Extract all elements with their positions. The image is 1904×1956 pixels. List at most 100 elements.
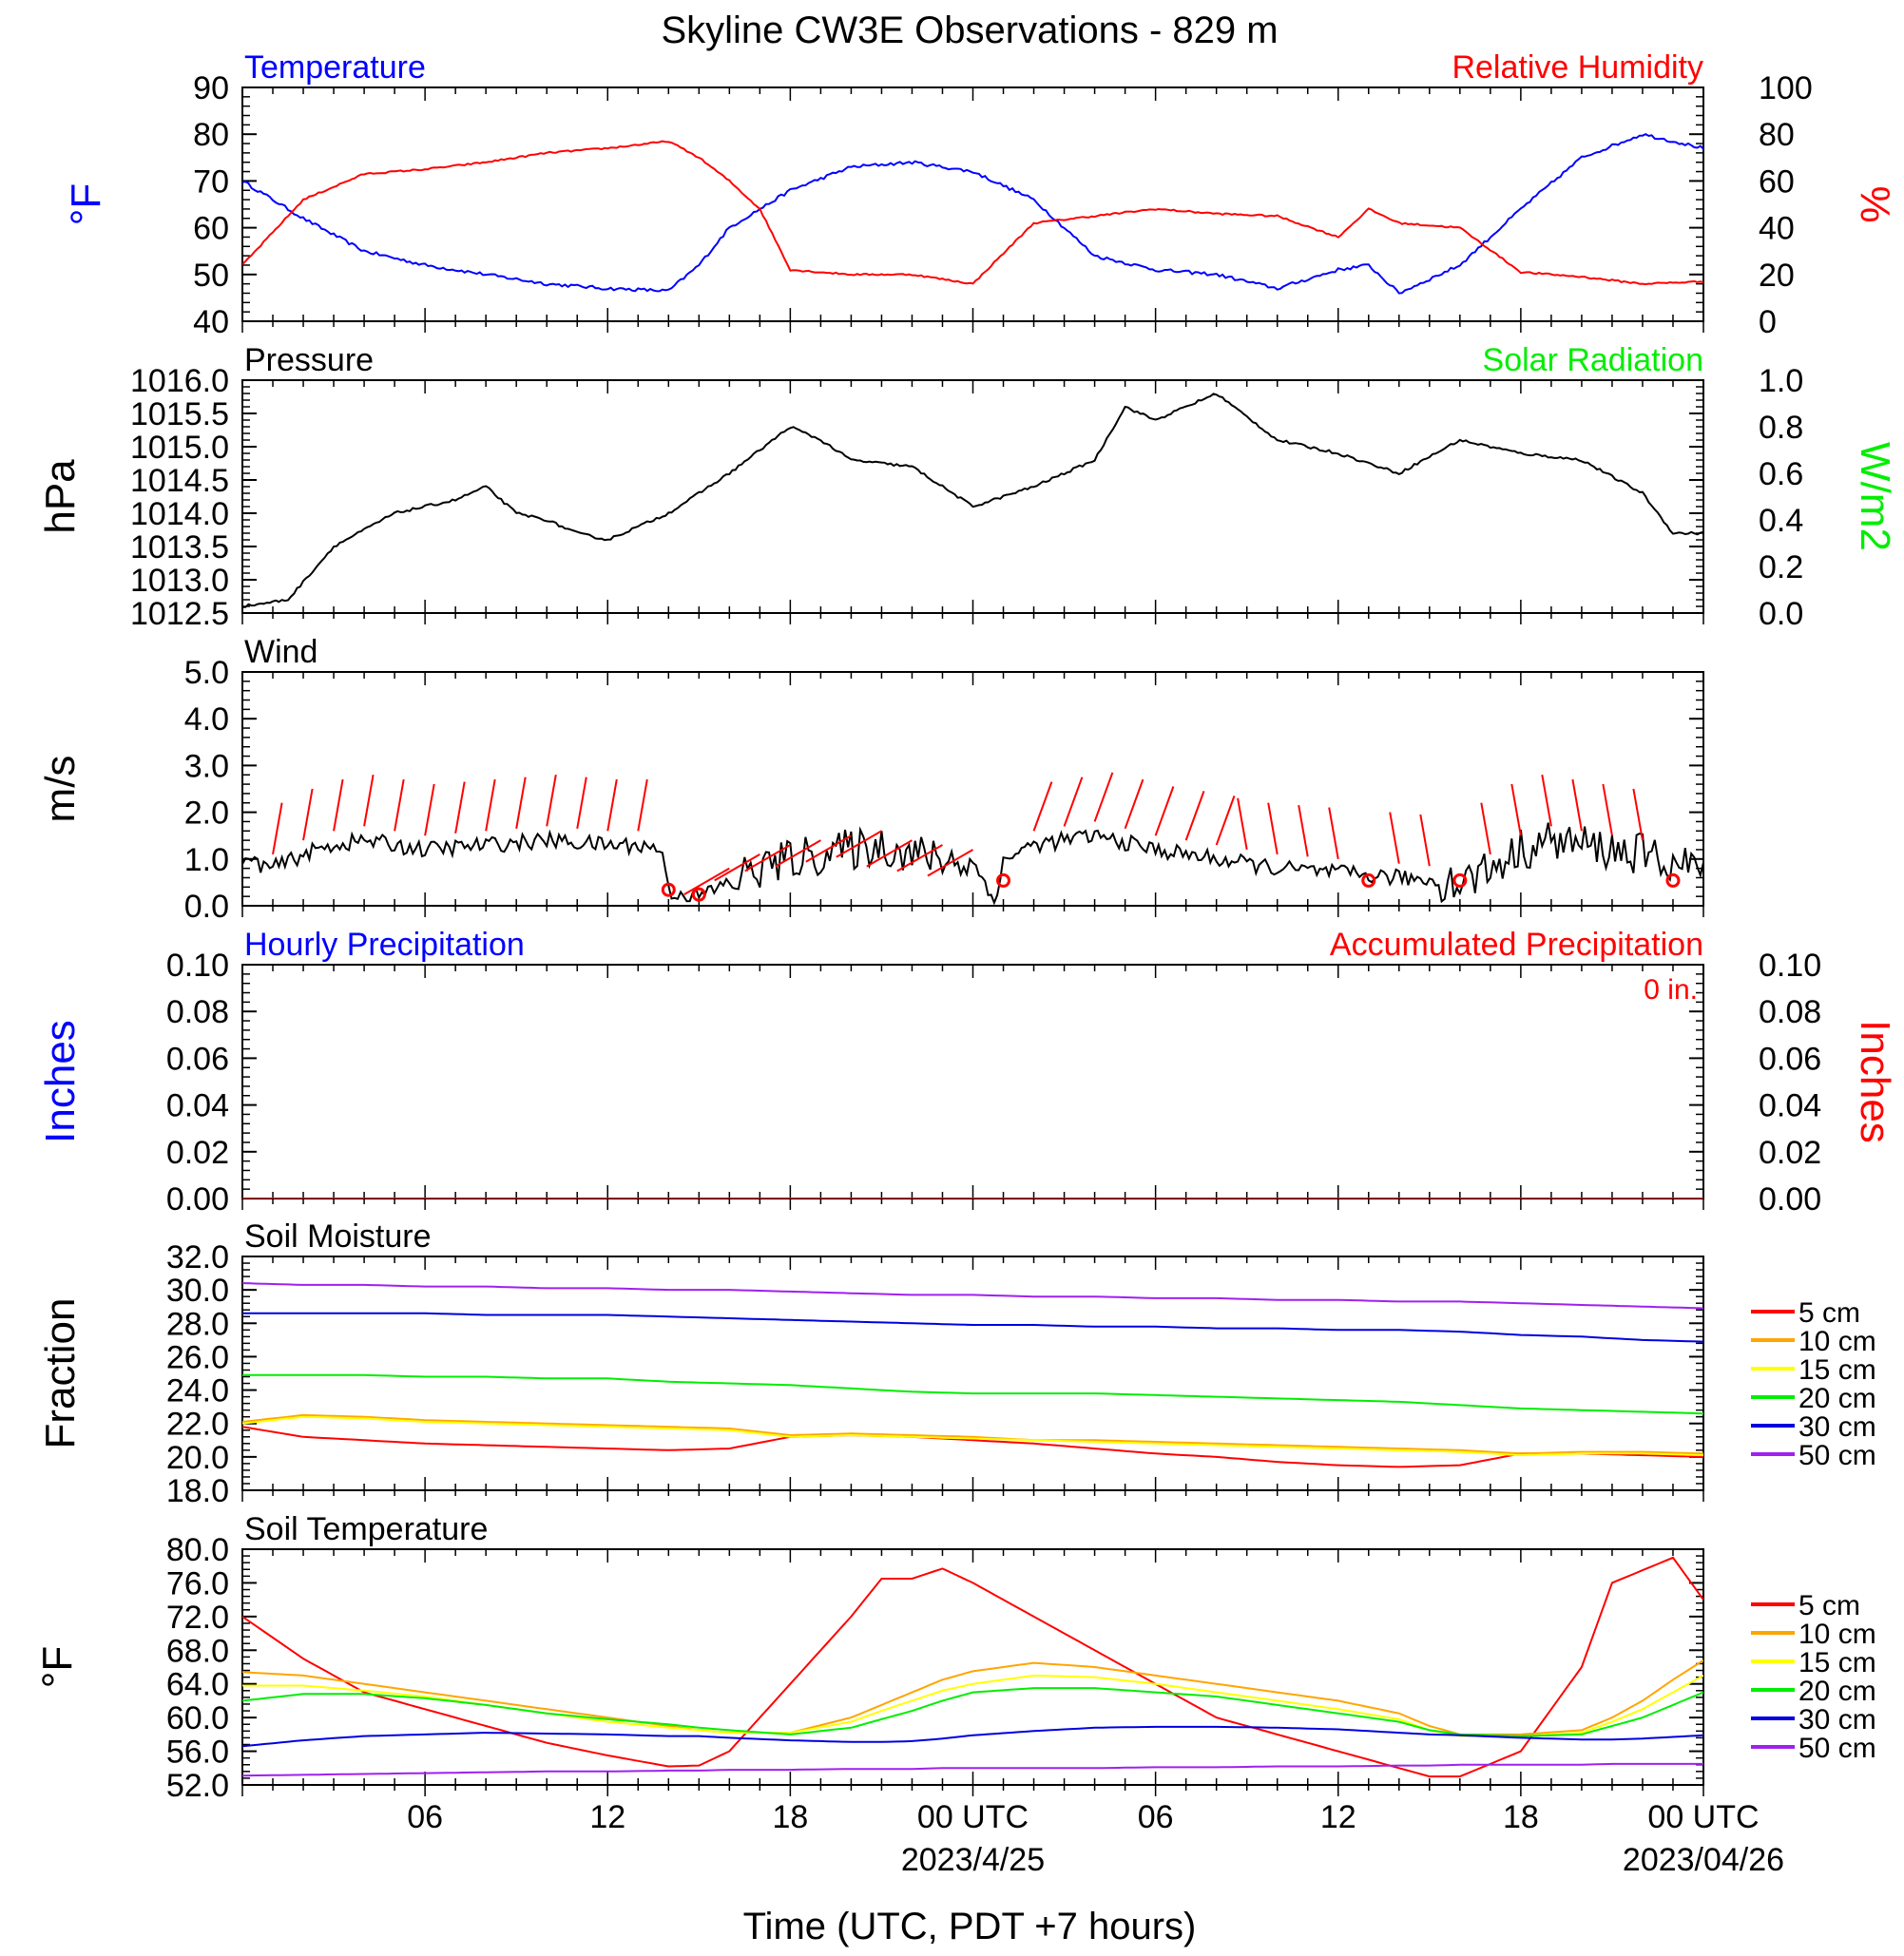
calm-circle — [661, 882, 676, 897]
pressure-y2tick-label: 1.0 — [1759, 363, 1803, 399]
panel-wind: 5.0 4.0 3.0 2.0 1.0 0.0 Wind m/s — [37, 634, 1704, 925]
soil-moisture-ytick-label: 24.0 — [166, 1373, 229, 1409]
wind-barb — [515, 777, 527, 829]
wind-ytick-label: 4.0 — [184, 701, 229, 738]
wind-barb — [1541, 775, 1552, 827]
wind-barb — [1328, 807, 1339, 859]
wind-barb — [775, 839, 821, 868]
pressure-y2tick-label: 0.2 — [1759, 549, 1803, 585]
wind-left-title: Wind — [244, 634, 317, 670]
temp-rh-y2tick-label: 40 — [1759, 211, 1795, 247]
wind-barb — [1298, 805, 1309, 857]
wind-barb — [866, 839, 913, 868]
pressure-ytick-label: 1012.5 — [130, 596, 229, 632]
soil-temperature-left-title: Soil Temperature — [244, 1511, 488, 1547]
wind-barb — [714, 853, 760, 882]
precip-ylabel: Inches — [37, 1020, 84, 1143]
wind-barb — [1571, 778, 1583, 832]
wind-barb — [637, 778, 648, 832]
soil-moisture-left-title: Soil Moisture — [244, 1218, 432, 1255]
temp-rh-series-line — [242, 132, 1703, 295]
soil-temperature-ytick-label: 80.0 — [166, 1532, 229, 1568]
wind-barb — [1237, 797, 1248, 851]
soil-temperature-legend-label: 10 cm — [1798, 1619, 1876, 1650]
wind-barb — [836, 830, 882, 858]
precip-ytick-label: 0.02 — [166, 1135, 229, 1171]
panel-pressure: 1016.01015.51015.01014.51014.01013.51013… — [37, 342, 1898, 632]
panels: 90 80 70 60 50 40 100 80 60 40 20 0 Temperature Relat… — [34, 49, 1898, 1804]
pressure-ylabel: hPa — [37, 459, 84, 534]
soil-moisture-legend-label: 50 cm — [1798, 1440, 1876, 1471]
wind-barb — [683, 867, 730, 895]
temp-rh-left-title: Temperature — [244, 49, 426, 86]
temp-rh-ytick-label: 90 — [193, 70, 229, 106]
calm-circle — [1665, 873, 1681, 888]
wind-barb — [1093, 772, 1114, 822]
soil-temperature-series-line — [242, 1762, 1703, 1777]
temp-rh-y2tick-label: 80 — [1759, 117, 1795, 153]
soil-moisture-legend-label: 15 cm — [1798, 1354, 1876, 1386]
pressure-right-title: Solar Radiation — [1483, 342, 1703, 378]
wind-ylabel: m/s — [37, 756, 84, 823]
wind-barb — [363, 775, 375, 827]
wind-barb — [1480, 802, 1491, 855]
temp-rh-ytick-label: 60 — [193, 211, 229, 247]
soil-moisture-ytick-label: 32.0 — [166, 1239, 229, 1275]
pressure-ytick-label: 1014.5 — [130, 463, 229, 499]
pressure-y2tick-label: 0.0 — [1759, 596, 1803, 632]
temp-rh-ytick-label: 80 — [193, 117, 229, 153]
precip-y2tick-label: 0.04 — [1759, 1088, 1821, 1124]
calm-circle — [1361, 873, 1376, 888]
pressure-y2tick-label: 0.4 — [1759, 503, 1803, 539]
wind-ytick-label: 3.0 — [184, 748, 229, 784]
precip-ytick-label: 0.06 — [166, 1041, 229, 1077]
calm-circle — [1452, 873, 1468, 888]
soil-temperature-ytick-label: 60.0 — [166, 1700, 229, 1736]
pressure-ytick-label: 1014.0 — [130, 496, 229, 532]
wind-barb — [1124, 778, 1144, 830]
soil-moisture-series-line — [242, 1413, 1703, 1455]
precip-ytick-label: 0.00 — [166, 1181, 229, 1218]
wind-barb — [394, 778, 405, 832]
temp-rh-y2tick-label: 20 — [1759, 258, 1795, 294]
wind-barb — [272, 802, 283, 855]
pressure-ytick-label: 1015.5 — [130, 396, 229, 432]
wind-barb — [576, 777, 587, 829]
x-tick-label: 06 — [407, 1799, 443, 1835]
temp-rh-ytick-label: 70 — [193, 163, 229, 200]
soil-moisture-series-line — [242, 1373, 1703, 1415]
x-tick-label: 00 UTC — [1647, 1799, 1759, 1835]
soil-moisture-ytick-label: 28.0 — [166, 1306, 229, 1342]
wind-ytick-label: 1.0 — [184, 842, 229, 878]
precip-y2tick-label: 0.02 — [1759, 1135, 1821, 1171]
precip-y2tick-label: 0.00 — [1759, 1181, 1821, 1218]
pressure-series-line — [242, 393, 1703, 608]
wind-ytick-label: 0.0 — [184, 889, 229, 925]
soil-moisture-ytick-label: 18.0 — [166, 1473, 229, 1509]
soil-temperature-ytick-label: 72.0 — [166, 1600, 229, 1636]
wind-barb — [1154, 786, 1175, 836]
soil-moisture-series-line — [242, 1312, 1703, 1343]
pressure-y2tick-label: 0.8 — [1759, 410, 1803, 446]
wind-barb — [1389, 812, 1400, 864]
chart-title: Skyline CW3E Observations - 829 m — [661, 10, 1278, 51]
temp-rh-y2tick-label: 100 — [1759, 70, 1813, 106]
precip-y2tick-label: 0.10 — [1759, 948, 1821, 984]
pressure-ytick-label: 1013.0 — [130, 563, 229, 599]
soil-moisture-ytick-label: 22.0 — [166, 1407, 229, 1443]
x-date-label: 2023/04/26 — [1623, 1842, 1784, 1878]
x-tick-label: 18 — [1503, 1799, 1539, 1835]
soil-moisture-legend-label: 5 cm — [1798, 1297, 1860, 1329]
wind-barb — [454, 781, 466, 834]
wind-series-line — [242, 822, 1703, 906]
soil-temperature-legend-label: 30 cm — [1798, 1704, 1876, 1735]
wind-ytick-label: 2.0 — [184, 796, 229, 832]
soil-temperature-ytick-label: 76.0 — [166, 1565, 229, 1601]
wind-barb — [333, 778, 344, 832]
x-tick-label: 00 UTC — [917, 1799, 1029, 1835]
soil-temperature-legend-label: 5 cm — [1798, 1590, 1860, 1621]
soil-temperature-legend-label: 15 cm — [1798, 1647, 1876, 1678]
wind-barb — [1510, 783, 1522, 836]
soil-temperature-ytick-label: 64.0 — [166, 1667, 229, 1703]
temp-rh-ytick-label: 50 — [193, 258, 229, 294]
